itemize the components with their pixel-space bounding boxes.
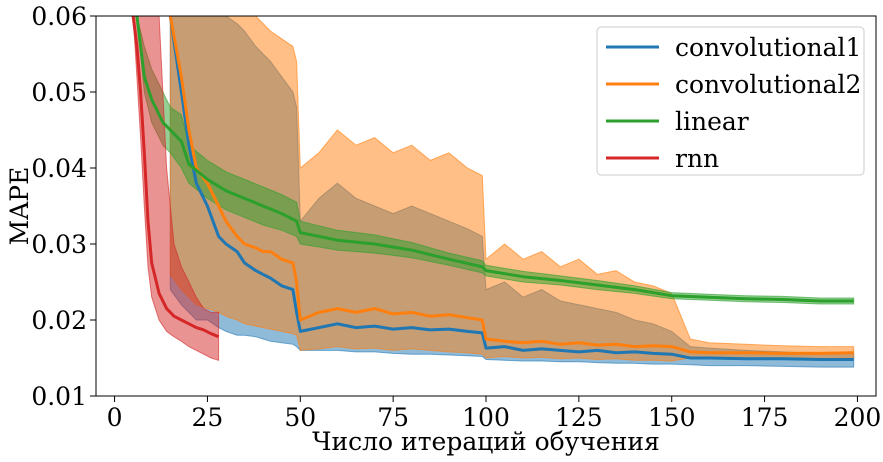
line-convolutional2: [168, 16, 854, 355]
legend-label-rnn: rnn: [675, 144, 719, 173]
y-tick-label: 0.05: [31, 78, 87, 107]
legend-label-convolutional1: convolutional1: [675, 33, 861, 62]
legend-box: [596, 26, 865, 176]
line-convolutional1: [168, 16, 854, 361]
y-tick-label: 0.02: [31, 306, 87, 335]
y-axis-ticks: 0.01 0.02 0.03 0.04 0.05 0.06: [31, 2, 96, 411]
x-tick-label: 125: [555, 403, 603, 432]
x-axis-ticks: 0 25 50 75 100 125 150 175 200: [107, 396, 882, 432]
legend-label-convolutional2: convolutional2: [675, 70, 861, 99]
line-linear: [135, 16, 854, 303]
series-lines: [131, 16, 854, 361]
y-tick-label: 0.06: [31, 2, 87, 31]
line-rnn: [131, 16, 220, 339]
x-tick-label: 150: [648, 403, 696, 432]
y-tick-label: 0.04: [31, 154, 87, 183]
y-tick-label: 0.03: [31, 230, 87, 259]
x-tick-label: 50: [284, 403, 316, 432]
y-tick-label: 0.01: [31, 382, 87, 411]
x-axis-title: Число итераций обучения: [312, 427, 660, 456]
x-tick-label: 200: [834, 403, 882, 432]
x-tick-label: 75: [377, 403, 409, 432]
x-tick-label: 100: [462, 403, 510, 432]
legend: convolutional1 convolutional2 linear rnn: [596, 26, 865, 176]
x-tick-label: 175: [741, 403, 789, 432]
y-axis-title: MAPE: [5, 167, 34, 246]
legend-label-linear: linear: [675, 107, 749, 136]
x-tick-label: 0: [107, 403, 123, 432]
x-tick-label: 25: [192, 403, 224, 432]
